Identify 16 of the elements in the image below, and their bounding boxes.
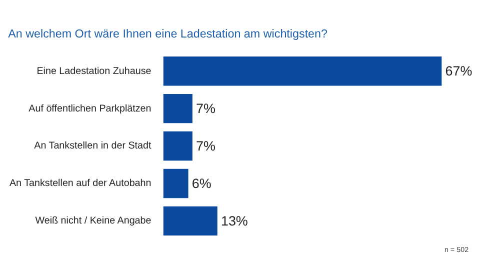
bar <box>163 131 192 161</box>
y-tick-label: An Tankstellen in der Stadt <box>34 140 152 152</box>
bar <box>163 56 442 86</box>
data-label: 13% <box>220 213 248 228</box>
y-tick-label: Eine Ladestation Zuhause <box>36 66 152 77</box>
y-tick-label: Weiß nicht / Keine Angabe <box>35 216 152 227</box>
bar <box>163 168 188 198</box>
bar <box>163 94 192 124</box>
data-label: 7% <box>196 101 216 116</box>
data-label: 67% <box>445 64 472 79</box>
bar <box>163 206 218 236</box>
data-label: 6% <box>192 176 212 191</box>
data-label: 7% <box>196 138 216 154</box>
chart-title: An welchem Ort wäre Ihnen eine Ladestation am wichtigsten? <box>8 27 328 40</box>
y-tick-label: An Tankstellen auf der Autobahn <box>9 178 152 190</box>
y-tick-label: Auf öffentlichen Parkplätzen <box>28 103 152 114</box>
